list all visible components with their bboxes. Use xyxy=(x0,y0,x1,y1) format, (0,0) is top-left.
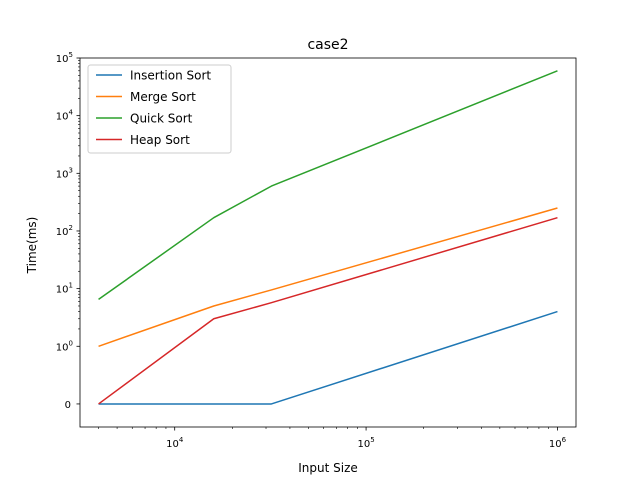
legend-label: Insertion Sort xyxy=(130,69,211,83)
legend-label: Heap Sort xyxy=(130,133,190,147)
legend-label: Merge Sort xyxy=(130,90,196,104)
y-tick-label: 104 xyxy=(56,109,74,123)
chart-title: case2 xyxy=(307,37,348,53)
series-line-quick-sort xyxy=(98,70,558,301)
y-tick-label: 101 xyxy=(56,282,73,296)
y-tick-label: 103 xyxy=(56,166,73,180)
plot-frame xyxy=(79,57,577,428)
y-axis-label: Time(ms) xyxy=(25,217,39,275)
x-tick-label: 104 xyxy=(166,436,184,450)
y-tick-label: 100 xyxy=(56,339,73,353)
series-group xyxy=(98,70,558,405)
legend: Insertion Sort Merge Sort Quick Sort Heap S… xyxy=(87,64,232,154)
series-line-merge-sort xyxy=(98,207,558,347)
y-axis: 0 100 101 102 103 104 105 xyxy=(56,51,80,411)
legend-box xyxy=(87,64,232,154)
series-line-heap-sort xyxy=(98,216,558,405)
y-tick-label: 102 xyxy=(56,224,73,238)
legend-label: Quick Sort xyxy=(130,112,193,126)
y-tick-label: 0 xyxy=(65,400,71,411)
y-tick-label: 105 xyxy=(56,51,73,65)
x-tick-label: 105 xyxy=(357,436,374,450)
x-axis-label: Input Size xyxy=(298,461,358,475)
x-tick-label: 106 xyxy=(549,436,567,450)
series-line-insertion-sort xyxy=(98,310,558,405)
